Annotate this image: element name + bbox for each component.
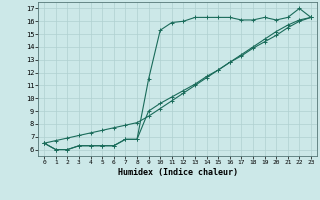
X-axis label: Humidex (Indice chaleur): Humidex (Indice chaleur) xyxy=(118,168,238,177)
